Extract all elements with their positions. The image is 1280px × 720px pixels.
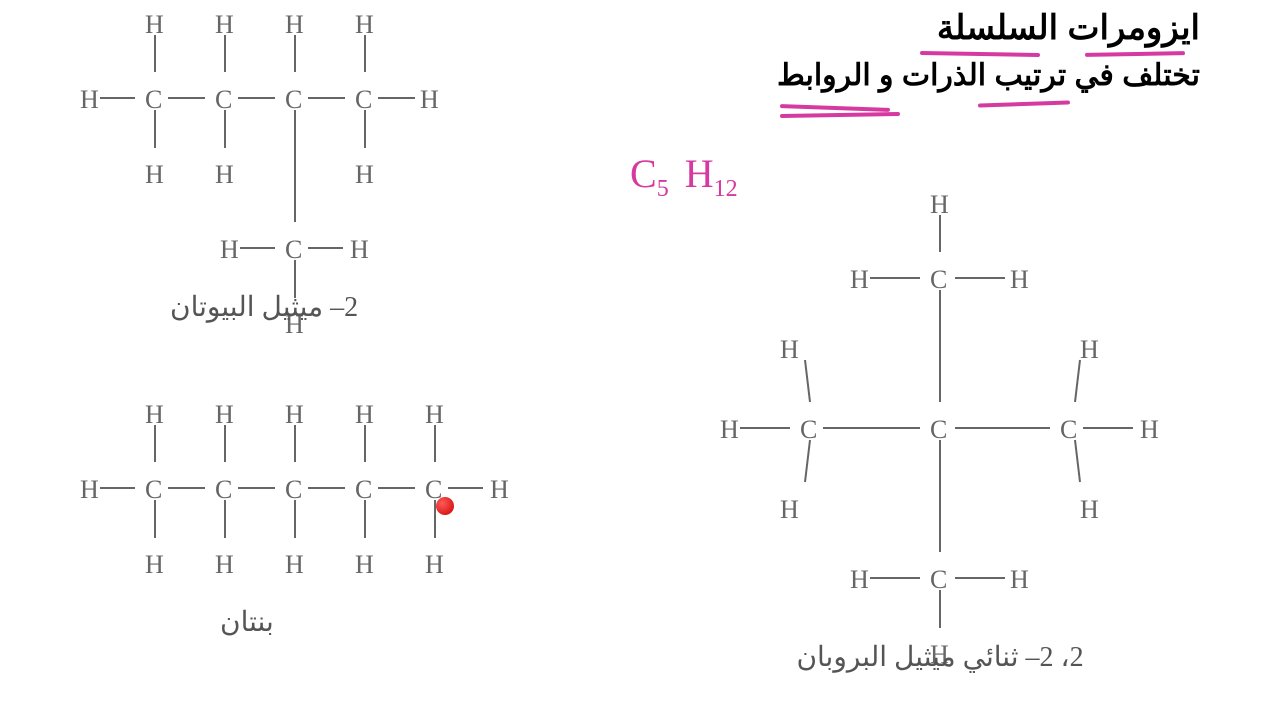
atom-h: H xyxy=(420,85,439,115)
atom-h: H xyxy=(215,10,234,40)
atom-c: C xyxy=(1060,415,1077,445)
atom-h: H xyxy=(355,160,374,190)
formula-c: C xyxy=(630,151,657,196)
atom-c: C xyxy=(145,85,162,115)
atom-c: C xyxy=(355,475,372,505)
underline-accent xyxy=(1085,51,1185,57)
atom-h: H xyxy=(80,475,99,505)
atom-h: H xyxy=(425,550,444,580)
atom-h: H xyxy=(145,550,164,580)
structure-pentane: HHHHHHCCCCCHHHHHH xyxy=(80,400,530,590)
atom-c: C xyxy=(285,85,302,115)
subtitle-heading: تختلف في ترتيب الذرات و الروابط xyxy=(600,58,1200,93)
atom-h: H xyxy=(285,400,304,430)
atom-h: H xyxy=(850,565,869,595)
atom-h: H xyxy=(780,495,799,525)
caption-methylbutane: 2– ميثيل البيوتان xyxy=(170,290,358,324)
atom-h: H xyxy=(215,400,234,430)
atom-h: H xyxy=(930,190,949,220)
atom-h: H xyxy=(1080,335,1099,365)
atom-h: H xyxy=(1010,565,1029,595)
atom-h: H xyxy=(355,550,374,580)
atom-c: C xyxy=(930,415,947,445)
atom-h: H xyxy=(145,10,164,40)
caption-pentane: بنتان xyxy=(220,605,274,639)
atom-h: H xyxy=(720,415,739,445)
atom-h: H xyxy=(355,400,374,430)
atom-h: H xyxy=(145,160,164,190)
atom-h: H xyxy=(355,10,374,40)
atom-h: H xyxy=(220,235,239,265)
atom-h: H xyxy=(285,550,304,580)
atom-c: C xyxy=(930,565,947,595)
atom-c: C xyxy=(215,475,232,505)
atom-c: C xyxy=(285,475,302,505)
atom-c: C xyxy=(215,85,232,115)
atom-h: H xyxy=(1010,265,1029,295)
structure-dimethylpropane: HHCHHHHCCCHHHHCHH xyxy=(720,190,1180,680)
atom-h: H xyxy=(285,10,304,40)
atom-h: H xyxy=(490,475,509,505)
caption-dimethylpropane: 2، 2– ثنائي ميثيل البروبان xyxy=(780,640,1100,674)
underline-accent xyxy=(780,104,890,112)
atom-h: H xyxy=(850,265,869,295)
bond-line xyxy=(1075,360,1080,402)
formula-h: H xyxy=(685,151,714,196)
bond-line xyxy=(805,440,810,482)
underline-accent xyxy=(780,112,900,118)
atom-h: H xyxy=(780,335,799,365)
cursor-dot xyxy=(436,497,454,515)
atom-c: C xyxy=(355,85,372,115)
atom-c: C xyxy=(285,235,302,265)
formula-c-sub: 5 xyxy=(657,176,669,202)
atom-c: C xyxy=(930,265,947,295)
atom-h: H xyxy=(1140,415,1159,445)
underline-accent xyxy=(920,51,1040,57)
atom-h: H xyxy=(215,160,234,190)
atom-h: H xyxy=(145,400,164,430)
atom-h: H xyxy=(425,400,444,430)
underline-accent xyxy=(978,100,1070,107)
bond-line xyxy=(805,360,810,402)
title-heading: ايزومرات السلسلة xyxy=(700,8,1200,48)
atom-h: H xyxy=(215,550,234,580)
atom-h: H xyxy=(350,235,369,265)
bond-line xyxy=(1075,440,1080,482)
bonds-svg xyxy=(720,190,1180,680)
atom-h: H xyxy=(80,85,99,115)
atom-c: C xyxy=(800,415,817,445)
atom-c: C xyxy=(145,475,162,505)
atom-h: H xyxy=(1080,495,1099,525)
